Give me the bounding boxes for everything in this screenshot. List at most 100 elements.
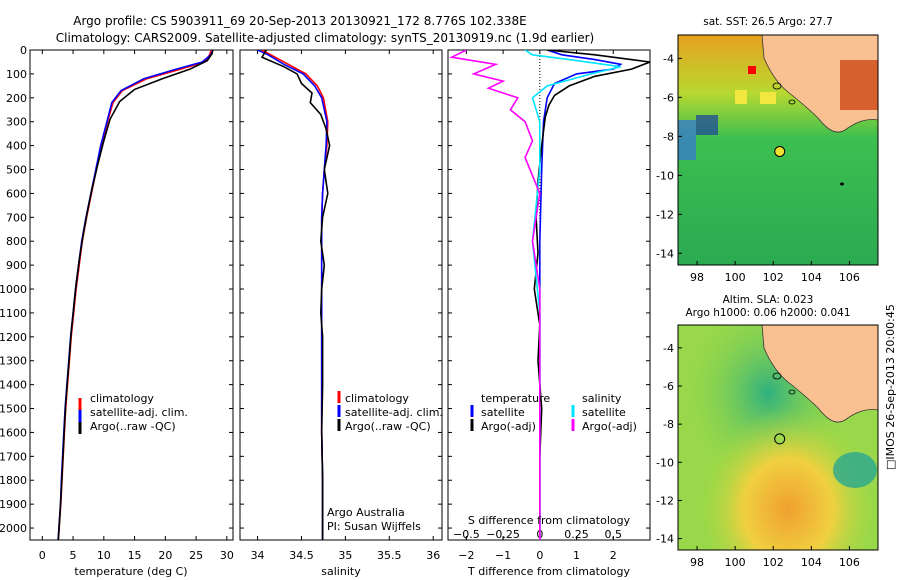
sst-warm-patch xyxy=(760,92,776,104)
temperature-axes xyxy=(29,49,234,541)
x-tick-label: 30 xyxy=(220,549,234,562)
lat-tick-label: -6 xyxy=(663,380,674,393)
temperature-series xyxy=(57,50,214,540)
lon-tick-label: 102 xyxy=(763,271,784,284)
depth-tick-label: 1400 xyxy=(0,379,27,392)
series-line-argo-raw-qc- xyxy=(260,50,331,540)
difference-axes xyxy=(447,49,651,541)
legend-s-satellite: satellite xyxy=(582,406,626,419)
legend-argo: Argo(..raw -QC) xyxy=(345,420,431,433)
x-tick-label: 35.5 xyxy=(377,549,402,562)
depth-tick-label: 1800 xyxy=(0,474,27,487)
salinity-ticks: 34 34.5 35 35.5 36 xyxy=(240,49,442,562)
argo-position-marker xyxy=(774,433,786,445)
annotation-line2: PI: Susan Wijffels xyxy=(327,520,421,533)
legend-climatology: climatology xyxy=(90,392,154,405)
sla-low-eddy xyxy=(833,452,877,488)
depth-tick-label: 2000 xyxy=(0,522,27,535)
lat-tick-label: -10 xyxy=(656,456,674,469)
x-tick-label: 25 xyxy=(189,549,203,562)
x-tick-label: 5 xyxy=(70,549,77,562)
annotation-line1: Argo Australia xyxy=(327,506,405,519)
legend-argo: Argo(..raw -QC) xyxy=(90,420,176,433)
sst-land-hot xyxy=(840,60,878,110)
depth-ticks: 0 100 200 300 400 500 600 700 800 900 1000 1100 1200… xyxy=(0,44,233,535)
legend-salinity-title: salinity xyxy=(582,392,622,405)
island-outline xyxy=(788,99,796,105)
x-tick-label: 0 xyxy=(536,549,543,562)
lon-tick-label: 106 xyxy=(839,556,860,569)
x-tick-label: 20 xyxy=(158,549,172,562)
legend-satellite: satellite-adj. clim. xyxy=(90,406,188,419)
x-top-tick-label: −0.25 xyxy=(486,528,520,541)
sla-map-subtitle: Argo h1000: 0.06 h2000: 0.041 xyxy=(685,307,850,319)
x-top-tick-label: 0.25 xyxy=(564,528,589,541)
sst-map: sat. SST: 26.5 Argo: 27.7 98 100 102 104 106… xyxy=(656,16,879,284)
lon-tick-label: 106 xyxy=(839,271,860,284)
lat-tick-label: -4 xyxy=(663,342,674,355)
depth-tick-label: 1100 xyxy=(0,307,27,320)
x-tick-label: 10 xyxy=(97,549,111,562)
series-line-argo-raw-qc- xyxy=(57,50,214,540)
lon-tick-label: 98 xyxy=(690,271,704,284)
x-tick-label: 34.5 xyxy=(289,549,314,562)
depth-tick-label: 1900 xyxy=(0,498,27,511)
lat-tick-label: -12 xyxy=(656,208,674,221)
sst-map-frame xyxy=(677,34,879,266)
lat-tick-label: -14 xyxy=(656,533,674,546)
difference-series xyxy=(449,50,650,540)
sst-cool-patch xyxy=(678,120,696,160)
lon-tick-label: 104 xyxy=(801,556,822,569)
lon-tick-label: 98 xyxy=(690,556,704,569)
legend-s-argo: Argo(-adj) xyxy=(582,420,637,433)
sla-map-title: Altim. SLA: 0.023 xyxy=(723,294,814,306)
difference-xlabel: T difference from climatology xyxy=(467,565,630,578)
depth-tick-label: 1700 xyxy=(0,450,27,463)
lat-tick-label: -4 xyxy=(663,52,674,65)
difference-panel: −2 −1 0 1 2−0.5 −0.25 0 0.25 0.5 temperature sat… xyxy=(447,49,651,578)
temperature-x-ticks: 0 5 10 15 20 25 30 xyxy=(39,50,234,562)
lon-tick-label: 100 xyxy=(725,556,746,569)
imos-timestamp: □IMOS 26-Sep-2013 20:00:45 xyxy=(884,304,897,470)
difference-legend: temperature satellite Argo(-adj) salinit… xyxy=(470,392,637,433)
depth-tick-label: 900 xyxy=(6,259,27,272)
depth-tick-label: 1000 xyxy=(0,283,27,296)
argo-position-marker xyxy=(774,146,786,157)
island-outline xyxy=(840,182,844,186)
x-top-tick-label: −0.5 xyxy=(453,528,480,541)
x-tick-label: 0 xyxy=(39,549,46,562)
lat-tick-label: -8 xyxy=(663,130,674,143)
temperature-legend: climatology satellite-adj. clim. Argo(..… xyxy=(78,392,188,434)
series-line-s-argo-adj- xyxy=(449,50,541,540)
x-tick-label: 2 xyxy=(610,549,617,562)
depth-tick-label: 1200 xyxy=(0,331,27,344)
lat-tick-label: -6 xyxy=(663,91,674,104)
sla-map-frame xyxy=(677,324,879,551)
lon-tick-label: 104 xyxy=(801,271,822,284)
header-subtitle: Climatology: CARS2009. Satellite-adjuste… xyxy=(56,31,594,45)
legend-satellite: satellite-adj. clim. xyxy=(345,406,443,419)
depth-tick-label: 200 xyxy=(6,92,27,105)
x-tick-label: 36 xyxy=(426,549,440,562)
depth-tick-label: 1500 xyxy=(0,403,27,416)
lat-tick-label: -8 xyxy=(663,418,674,431)
x-tick-label: 35 xyxy=(338,549,352,562)
header-title: Argo profile: CS 5903911_69 20-Sep-2013 … xyxy=(73,14,527,28)
sst-map-title: sat. SST: 26.5 Argo: 27.7 xyxy=(703,16,833,28)
temperature-xlabel: temperature (deg C) xyxy=(74,565,187,578)
salinity-legend: climatology satellite-adj. clim. Argo(..… xyxy=(337,391,443,433)
island-outline xyxy=(788,389,796,395)
lat-tick-label: -12 xyxy=(656,494,674,507)
island-outline xyxy=(772,372,782,380)
depth-tick-label: 500 xyxy=(6,164,27,177)
x-tick-label: 15 xyxy=(128,549,142,562)
depth-tick-label: 300 xyxy=(6,116,27,129)
depth-tick-label: 1600 xyxy=(0,426,27,439)
salinity-xlabel: salinity xyxy=(321,565,361,578)
legend-t-argo: Argo(-adj) xyxy=(481,420,536,433)
salinity-axes xyxy=(239,49,443,541)
depth-tick-label: 1300 xyxy=(0,355,27,368)
x-tick-label: 1 xyxy=(573,549,580,562)
x-top-tick-label: 0.5 xyxy=(605,528,623,541)
